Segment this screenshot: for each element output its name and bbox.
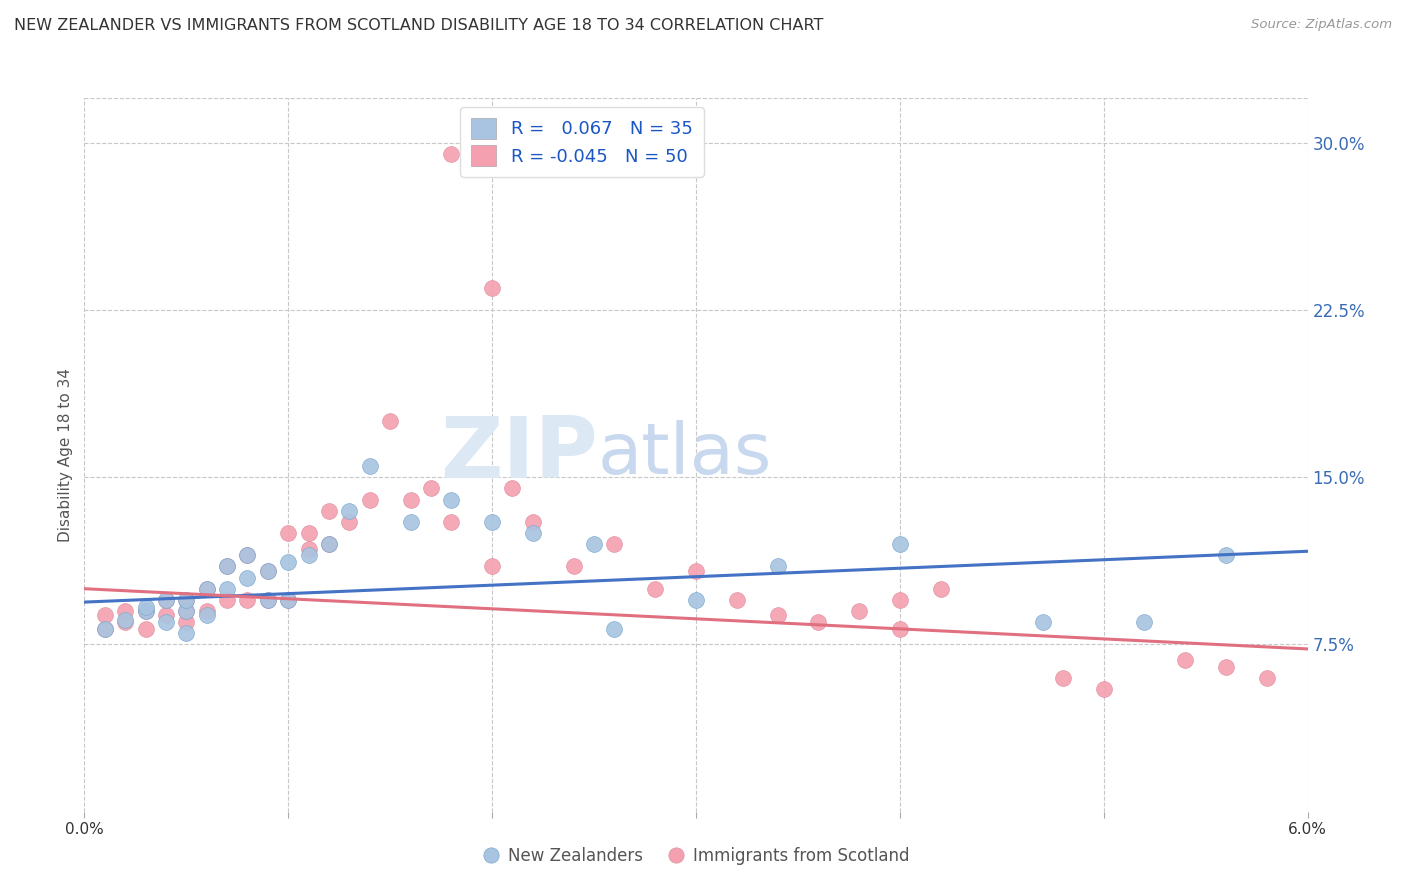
Text: NEW ZEALANDER VS IMMIGRANTS FROM SCOTLAND DISABILITY AGE 18 TO 34 CORRELATION CH: NEW ZEALANDER VS IMMIGRANTS FROM SCOTLAN… [14,18,824,33]
Point [236,548,259,563]
Point [217,559,239,574]
Point [135,604,157,618]
Point [929,582,952,596]
Point [339,503,361,517]
Point [257,592,280,607]
Point [359,459,381,474]
Point [685,564,707,578]
Point [217,559,239,574]
Point [440,147,463,161]
Point [481,559,503,574]
Point [257,564,280,578]
Point [766,608,789,623]
Point [318,503,340,517]
Point [685,592,707,607]
Point [195,582,218,596]
Text: atlas: atlas [598,420,772,490]
Point [1215,548,1237,563]
Point [298,541,321,556]
Point [1215,660,1237,674]
Point [93,622,117,636]
Point [481,281,503,295]
Point [155,592,177,607]
Point [135,599,157,614]
Point [318,537,340,551]
Point [1032,615,1054,630]
Point [807,615,830,630]
Point [1174,653,1197,667]
Point [236,571,259,585]
Point [114,604,136,618]
Point [603,622,626,636]
Point [93,608,117,623]
Point [603,537,626,551]
Point [522,526,544,541]
Point [176,604,198,618]
Point [298,526,321,541]
Point [176,626,198,640]
Point [155,608,177,623]
Point [440,492,463,507]
Point [298,548,321,563]
Point [155,615,177,630]
Point [277,555,299,569]
Point [380,414,402,429]
Point [522,515,544,529]
Point [277,592,299,607]
Point [195,604,218,618]
Point [236,548,259,563]
Point [257,592,280,607]
Point [318,537,340,551]
Point [583,537,606,551]
Point [217,582,239,596]
Legend: New Zealanders, Immigrants from Scotland: New Zealanders, Immigrants from Scotland [477,840,915,871]
Point [114,615,136,630]
Point [502,482,524,496]
Point [440,515,463,529]
Point [339,515,361,529]
Point [889,537,911,551]
Point [481,515,503,529]
Point [176,604,198,618]
Point [399,492,422,507]
Point [176,592,198,607]
Point [359,492,381,507]
Point [848,604,870,618]
Point [644,582,666,596]
Text: ZIP: ZIP [440,413,598,497]
Point [399,515,422,529]
Point [155,592,177,607]
Point [195,608,218,623]
Point [1133,615,1156,630]
Y-axis label: Disability Age 18 to 34: Disability Age 18 to 34 [58,368,73,542]
Text: Source: ZipAtlas.com: Source: ZipAtlas.com [1251,18,1392,31]
Point [195,582,218,596]
Point [766,559,789,574]
Point [889,592,911,607]
Point [1092,681,1115,696]
Point [257,564,280,578]
Point [236,592,259,607]
Point [217,592,239,607]
Point [889,622,911,636]
Point [1256,671,1278,685]
Point [176,592,198,607]
Point [562,559,585,574]
Point [176,615,198,630]
Point [420,482,443,496]
Point [277,526,299,541]
Point [93,622,117,636]
Point [725,592,748,607]
Point [135,604,157,618]
Point [114,613,136,627]
Point [277,592,299,607]
Point [135,622,157,636]
Point [1052,671,1074,685]
